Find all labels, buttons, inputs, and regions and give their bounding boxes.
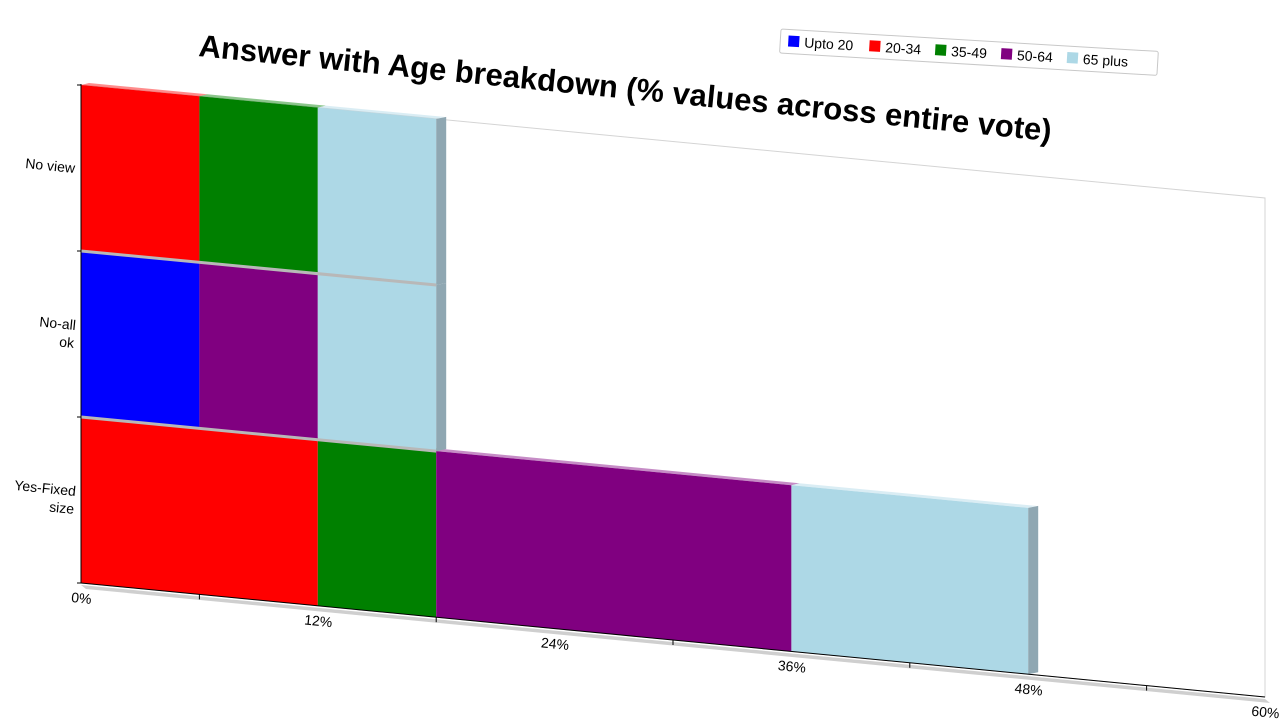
legend-swatch-35-49 <box>934 44 947 56</box>
legend: Upto 20 20-34 35-49 50-64 65 plus <box>779 28 1159 76</box>
y-category-label: Yes-Fixedsize <box>12 477 77 517</box>
band-separator <box>80 249 437 287</box>
x-tick-label: 48% <box>1014 680 1043 699</box>
bar-yes-fixed-size-50-64 <box>436 451 792 652</box>
x-tick-label: 36% <box>777 657 806 676</box>
legend-label-20-34: 20-34 <box>885 39 922 57</box>
bar-side-yes-fixed-size <box>1028 505 1039 675</box>
bar-top-no-view-20-34 <box>81 83 208 97</box>
bar-no-view-65-plus <box>317 107 437 285</box>
bar-top-no-view-35-49 <box>199 94 326 108</box>
bar-no-view-35-49 <box>199 96 318 274</box>
bar-yes-fixed-size-35-49 <box>317 439 437 618</box>
legend-swatch-65-plus <box>1066 52 1079 64</box>
legend-label-65-plus: 65 plus <box>1082 51 1128 70</box>
bar-top-yes-fixed-size-65-plus <box>791 483 1037 508</box>
bar-side-no-all-ok <box>436 283 447 452</box>
legend-label-50-64: 50-64 <box>1017 47 1054 65</box>
bar-side-no-view <box>436 116 447 286</box>
bar-yes-fixed-size-20-34 <box>81 417 318 606</box>
legend-label-upto-20: Upto 20 <box>804 34 854 53</box>
bar-top-no-view-65-plus <box>317 105 445 119</box>
x-axis-floor <box>81 585 1270 703</box>
bar-yes-fixed-size-65-plus <box>791 485 1029 675</box>
x-tick-label: 60% <box>1251 703 1280 720</box>
bar-no-view-20-34 <box>81 85 200 263</box>
bars-group <box>80 83 1039 675</box>
x-tick-label: 24% <box>540 634 569 653</box>
legend-swatch-upto-20 <box>787 35 800 48</box>
legend-label-35-49: 35-49 <box>951 43 988 61</box>
band-separator <box>80 415 437 453</box>
bar-no-all-ok-65-plus <box>317 273 437 452</box>
axes-group: Yes-Fixedsize No-allok No view 0% 12% 24% 36% 4… <box>12 84 1280 720</box>
x-tick-label: 0% <box>71 589 93 607</box>
bar-no-all-ok-50-64 <box>199 262 318 440</box>
legend-swatch-50-64 <box>1000 48 1013 60</box>
legend-swatch-20-34 <box>869 40 881 52</box>
y-category-label: No view <box>25 155 77 176</box>
y-category-label: No-allok <box>37 313 78 351</box>
bar-no-all-ok-upto-20 <box>81 251 200 429</box>
bar-top-yes-fixed-size-50-64 <box>436 449 800 486</box>
x-tick-label: 12% <box>304 611 333 630</box>
